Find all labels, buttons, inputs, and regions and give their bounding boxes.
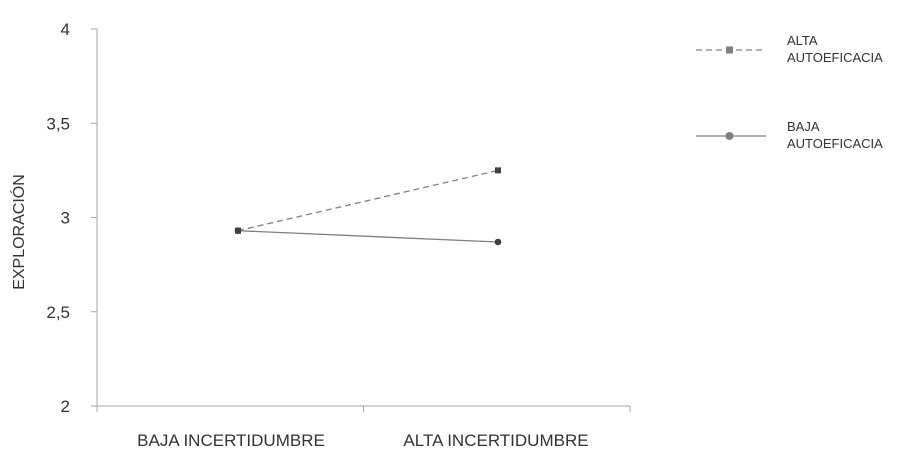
axes [96,29,630,407]
legend-label: AUTOEFICACIA [787,136,883,151]
legend-item: BAJA AUTOEFICACIA [696,119,883,151]
series-alta-autoeficacia [235,167,501,234]
series-baja-autoeficacia [234,227,502,246]
legend-label: BAJA [787,119,820,134]
data-point [494,238,502,246]
legend: ALTA AUTOEFICACIA BAJA AUTOEFICACIA [696,33,883,151]
y-tick-label: 4 [61,20,70,39]
y-tick-label: 3,5 [46,114,70,133]
legend-label: ALTA [787,33,818,48]
data-point [495,167,501,174]
data-point [234,227,242,234]
series-line [237,230,499,243]
y-axis-label: EXPLORACIÓN [9,174,28,290]
x-ticks: BAJA INCERTIDUMBRE ALTA INCERTIDUMBRE [96,406,631,450]
legend-label: AUTOEFICACIA [787,50,883,65]
legend-marker [725,132,734,140]
legend-item: ALTA AUTOEFICACIA [696,33,883,65]
x-tick-label: BAJA INCERTIDUMBRE [137,431,325,450]
series-line [237,169,499,232]
x-tick-label: ALTA INCERTIDUMBRE [403,431,588,450]
y-tick-label: 3 [61,209,70,228]
y-tick-label: 2 [61,397,70,416]
series-group [234,167,502,246]
y-tick-label: 2,5 [46,303,70,322]
y-ticks: 2 2,5 3 3,5 4 [46,20,97,416]
legend-marker [726,46,733,54]
